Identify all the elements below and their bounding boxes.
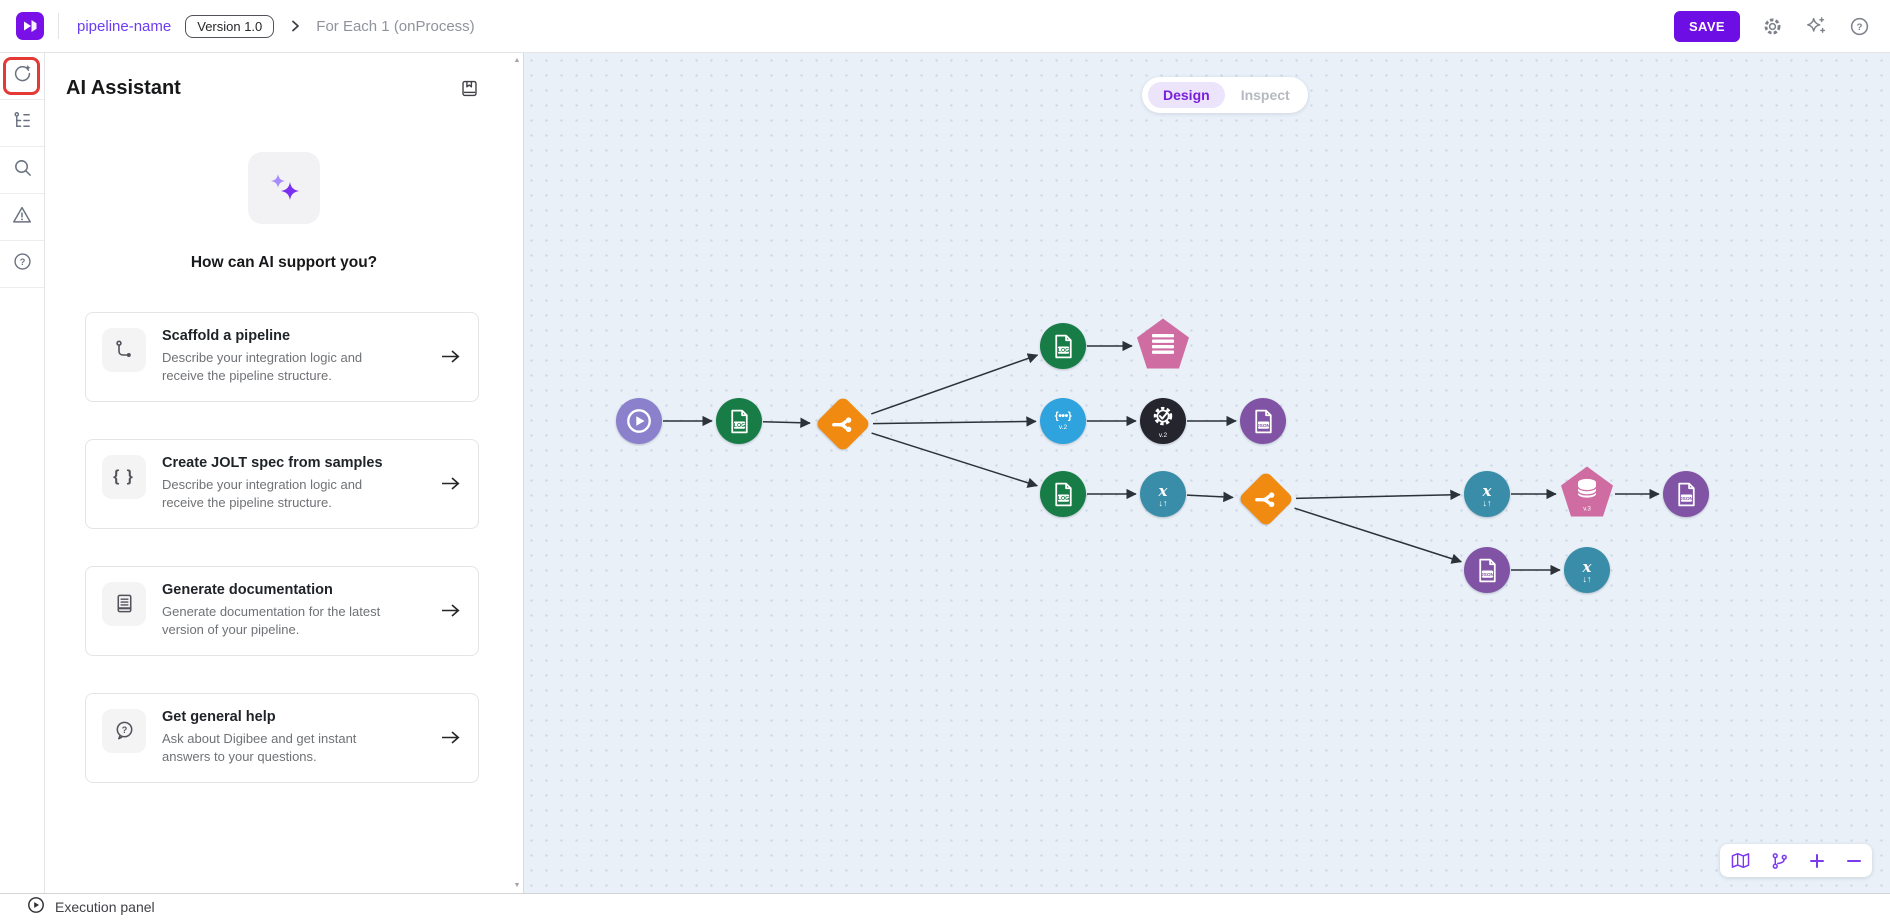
ai-sparkle-button[interactable] (1805, 15, 1827, 37)
topbar-actions: SAVE ? (1673, 10, 1870, 42)
pipeline-name[interactable]: pipeline-name (77, 17, 172, 35)
svg-text:?: ? (1857, 22, 1863, 33)
minimap-button[interactable] (1731, 852, 1750, 869)
warning-icon (11, 204, 33, 231)
git-branch-button[interactable] (1771, 852, 1788, 870)
svg-text:?: ? (121, 725, 127, 735)
card-title: Scaffold a pipeline (162, 328, 291, 344)
node-json-transform[interactable]: {•••} v.2 (1040, 398, 1086, 444)
execution-panel-bar[interactable]: Execution panel (0, 893, 1890, 920)
card-desc: Describe your integration logic and rece… (162, 476, 363, 511)
pipeline-canvas[interactable]: LOG LOG {•••} v.2 v.2 JSON LOG x ↓↑ x ↓↑ v.3 JSON JSO… (524, 53, 1890, 893)
svg-text:JSON: JSON (1481, 572, 1495, 578)
arrow-right-icon (440, 475, 462, 492)
sidebar-item-pipeline-structure[interactable] (0, 100, 44, 147)
pipeline-graph: LOG LOG {•••} v.2 v.2 JSON LOG x ↓↑ x ↓↑ v.3 JSON JSO… (524, 53, 1890, 893)
card-get-general-help[interactable]: ? Get general help Ask about Digibee and… (85, 692, 479, 783)
zoom-out-button[interactable] (1846, 853, 1862, 869)
node-db-pentagon[interactable]: v.3 (1559, 465, 1615, 524)
breadcrumb: For Each 1 (onProcess) (316, 17, 475, 35)
braces-icon: { } (102, 454, 146, 499)
execution-panel-label: Execution panel (55, 899, 155, 915)
arrow-right-icon (440, 602, 462, 619)
top-bar: pipeline-name Version 1.0 For Each 1 (on… (0, 0, 1890, 53)
svg-text:JSON: JSON (1680, 496, 1694, 502)
journal-dock-button[interactable] (460, 79, 479, 98)
card-desc: Generate documentation for the latest ve… (162, 603, 381, 638)
node-log-3[interactable]: LOG (1040, 471, 1086, 517)
sidebar-item-search[interactable] (0, 147, 44, 194)
left-icon-rail: ? (0, 53, 45, 893)
pipeline-scaffold-icon (102, 328, 146, 372)
sparkles-icon (271, 174, 299, 200)
svg-text:LOG: LOG (1057, 496, 1069, 502)
version-badge[interactable]: Version 1.0 (185, 14, 275, 38)
node-queue-pentagon[interactable] (1135, 317, 1191, 376)
arrow-right-icon (440, 729, 462, 746)
panel-scrollbar[interactable]: ▲ ▼ (511, 53, 523, 893)
panel-title: AI Assistant (66, 77, 181, 99)
ai-assistant-panel: AI Assistant How can AI support you? Sca… (45, 53, 524, 893)
node-log-2[interactable]: LOG (1040, 323, 1086, 369)
node-xml-transform-1[interactable]: x ↓↑ (1140, 471, 1186, 517)
question-icon: ? (12, 251, 33, 277)
node-json-file-2[interactable]: JSON (1663, 471, 1709, 517)
canvas-controls (1720, 844, 1872, 877)
tab-design[interactable]: Design (1148, 82, 1225, 108)
sidebar-item-alerts[interactable] (0, 194, 44, 241)
card-desc: Describe your integration logic and rece… (162, 350, 363, 384)
node-process-gear[interactable]: v.2 (1140, 398, 1186, 444)
node-log-1[interactable]: LOG (716, 398, 762, 444)
help-bubble-icon: ? (102, 708, 146, 753)
ai-cycle-icon (11, 62, 34, 90)
node-choice-2[interactable] (1237, 470, 1295, 528)
svg-text:LOG: LOG (1057, 348, 1069, 354)
tab-inspect[interactable]: Inspect (1229, 82, 1302, 108)
card-title: Generate documentation (162, 581, 333, 598)
pipeline-edges (663, 340, 1660, 576)
scroll-up-icon[interactable]: ▲ (513, 57, 521, 64)
topbar-divider (58, 13, 59, 39)
search-icon (12, 157, 33, 183)
sidebar-item-ai-assistant[interactable] (0, 53, 44, 100)
document-icon (102, 581, 146, 626)
settings-button[interactable] (1762, 16, 1783, 37)
assistant-heading: How can AI support you? (190, 254, 378, 271)
save-button[interactable]: SAVE (1673, 10, 1740, 42)
svg-text:?: ? (19, 257, 25, 267)
node-json-file-3[interactable]: JSON (1464, 547, 1510, 593)
node-xml-transform-3[interactable]: x ↓↑ (1564, 547, 1610, 593)
node-xml-transform-2[interactable]: x ↓↑ (1464, 471, 1510, 517)
digibee-logo[interactable] (16, 12, 44, 40)
svg-text:JSON: JSON (1257, 423, 1271, 429)
assistant-cards: Scaffold a pipeline Describe your integr… (85, 312, 479, 783)
svg-text:LOG: LOG (733, 423, 745, 429)
node-choice-1[interactable] (814, 395, 872, 453)
svg-text:v.3: v.3 (1583, 507, 1591, 513)
tree-icon (12, 110, 33, 136)
zoom-in-button[interactable] (1809, 853, 1825, 869)
card-generate-documentation[interactable]: Generate documentation Generate document… (85, 565, 479, 656)
sidebar-item-help[interactable]: ? (0, 241, 44, 288)
card-scaffold-pipeline[interactable]: Scaffold a pipeline Describe your integr… (85, 312, 479, 402)
card-title: Get general help (162, 708, 276, 725)
arrow-right-icon (440, 348, 462, 365)
help-button[interactable]: ? (1849, 16, 1870, 37)
node-json-file-1[interactable]: JSON (1240, 398, 1286, 444)
play-circle-icon (27, 896, 45, 919)
node-trigger[interactable] (616, 398, 662, 444)
breadcrumb-chevron-icon (288, 19, 302, 33)
card-title: Create JOLT spec from samples (162, 454, 383, 471)
scroll-down-icon[interactable]: ▼ (513, 882, 521, 889)
mode-toggle: Design Inspect (1142, 77, 1308, 113)
card-create-jolt-spec[interactable]: { } Create JOLT spec from samples Descri… (85, 438, 479, 529)
card-desc: Ask about Digibee and get instant answer… (162, 730, 357, 765)
ai-sparkles-tile (248, 152, 320, 224)
